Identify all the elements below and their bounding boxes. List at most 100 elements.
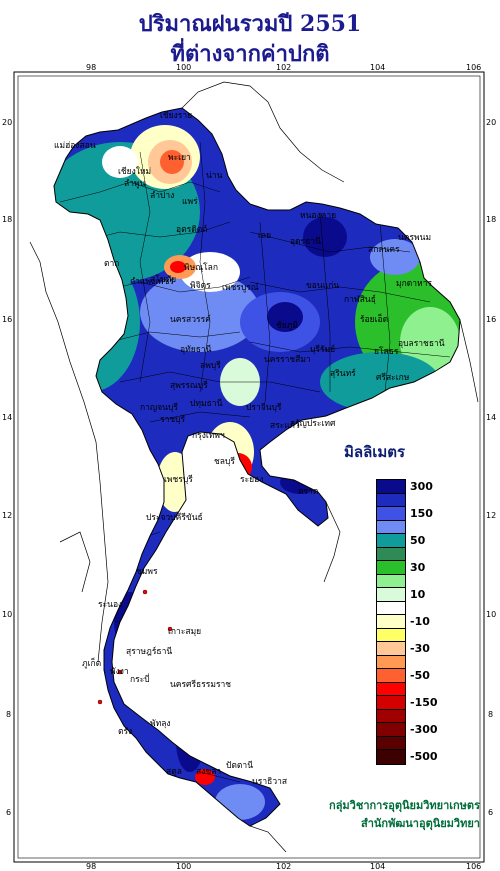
x-tick-label: 100 [176, 862, 191, 871]
place-label: บุรีรัมย์ [310, 344, 335, 355]
place-label: นครสวรรค์ [170, 314, 211, 325]
island-markers [97, 589, 173, 705]
place-label: ปัตตานี [226, 760, 253, 771]
legend-title: มิลลิเมตร [344, 443, 406, 461]
y-tick-label: 16 [486, 315, 496, 324]
province-boundaries [59, 141, 451, 783]
place-label: พิษณุโลก [184, 262, 218, 273]
place-label: ศรีสะเกษ [376, 372, 410, 383]
x-tick-label: 102 [276, 862, 291, 871]
place-label: นครราชสีมา [264, 354, 311, 365]
place-label: ตาก [104, 259, 119, 269]
place-label: อุทัยธานี [180, 344, 212, 355]
place-label: เชียงใหม่ [118, 166, 151, 177]
y-tick-label: 14 [2, 413, 12, 422]
place-label: อุดรธานี [290, 236, 321, 247]
place-label: พังงา [110, 667, 129, 677]
y-tick-label: 12 [2, 511, 12, 520]
y-tick-label: 8 [488, 710, 493, 719]
y-tick-label: 20 [486, 118, 496, 127]
place-label: กระบี่ [130, 673, 150, 685]
place-label: พิจิตร [190, 281, 211, 291]
place-label: ระนอง [98, 600, 122, 610]
place-label: ชุมพร [136, 567, 158, 577]
place-label: เชียงราย [160, 110, 192, 121]
legend-label: 10 [410, 588, 426, 601]
legend-label: 150 [410, 507, 433, 520]
place-label: กำแพงเพชร [130, 277, 174, 287]
legend-label: 50 [410, 534, 426, 547]
x-tick-label: 100 [176, 63, 191, 72]
place-label: เลย [258, 231, 271, 241]
place-label: สุราษฎร์ธานี [126, 646, 172, 657]
y-tick-label: 10 [2, 610, 12, 619]
y-tick-label: 18 [486, 215, 496, 224]
y-tick-label: 12 [486, 511, 496, 520]
y-ticks-left: 20 18 16 14 12 10 8 6 [2, 118, 12, 817]
neighbour-boundaries [29, 81, 479, 853]
place-label: สุรินทร์ [330, 368, 356, 379]
x-ticks-top: 98 100 102 104 106 [86, 63, 481, 72]
place-label: มุกดาหาร [396, 279, 432, 289]
place-label: พัทลุง [150, 719, 171, 729]
y-tick-label: 6 [6, 808, 11, 817]
legend-label: -500 [410, 750, 438, 763]
y-tick-label: 10 [486, 610, 496, 619]
place-label: อุตรดิตถ์ [176, 224, 207, 235]
credit-line1: กลุ่มวิชาการอุตุนิยมวิทยาเกษตร [329, 799, 480, 812]
legend-label: -10 [410, 615, 430, 628]
x-tick-label: 104 [370, 63, 385, 72]
place-label: ราชบุรี [160, 414, 186, 425]
map-inner-frame [17, 75, 481, 859]
x-ticks-bottom: 98 100 102 104 106 [86, 862, 481, 871]
x-tick-label: 98 [86, 63, 96, 72]
y-tick-label: 8 [6, 710, 11, 719]
place-label: นครพนม [398, 233, 431, 243]
y-tick-label: 20 [2, 118, 12, 127]
legend-label: -30 [410, 642, 430, 655]
place-label: ประจวบคีรีขันธ์ [146, 512, 203, 523]
place-label: ชลบุรี [214, 456, 235, 467]
legend-label: -50 [410, 669, 430, 682]
place-label: ร้อยเอ็ด [360, 313, 388, 325]
x-tick-label: 106 [466, 63, 481, 72]
place-label: ขอนแก่น [306, 281, 339, 291]
place-label: น่าน [206, 171, 223, 181]
place-label: แม่ฮ่องสอน [54, 141, 96, 151]
place-label: สระแก้ว [270, 420, 300, 431]
y-tick-label: 16 [2, 315, 12, 324]
place-label: กรุงเทพฯ [192, 431, 225, 441]
place-label: นครศรีธรรมราช [170, 679, 231, 690]
legend-label: 300 [410, 480, 433, 493]
place-label: ลพบุรี [200, 360, 221, 371]
place-label: หนองคาย [300, 211, 336, 221]
place-label: เพชรบุรี [164, 474, 193, 485]
place-label: อรัญประเทศ [290, 419, 336, 429]
legend-label: -300 [410, 723, 438, 736]
place-label: ตรัง [118, 727, 132, 737]
place-label: สุพรรณบุรี [170, 380, 208, 391]
place-label: เกาะสมุย [168, 627, 201, 637]
place-label: แพร่ [182, 197, 198, 207]
place-label: นราธิวาส [252, 777, 288, 787]
place-label: พะเยา [168, 153, 191, 163]
place-label: สกลนคร [368, 245, 400, 255]
place-label: กาฬสินธุ์ [344, 294, 376, 305]
place-label: ลำปาง [150, 191, 174, 201]
place-label: กาญจนบุรี [140, 402, 178, 413]
map-title-line2: ที่ต่างจากค่าปกติ [170, 41, 330, 67]
legend-label: -150 [410, 696, 438, 709]
x-tick-label: 102 [276, 63, 291, 72]
legend-label: 30 [410, 561, 426, 574]
legend-swatch [376, 749, 406, 765]
place-label: ระยอง [240, 475, 263, 485]
place-label: ปราจีนบุรี [246, 402, 282, 413]
place-label: ยโสธร [374, 346, 399, 357]
place-label: สุโขทัย [150, 274, 176, 285]
place-label: ลำพูน [124, 179, 146, 189]
y-tick-label: 14 [486, 413, 496, 422]
place-label: ตราด [298, 487, 318, 497]
place-labels: เชียงราย แม่ฮ่องสอน พะเยา เชียงใหม่ ลำพู… [54, 110, 445, 787]
place-label: สงขลา [196, 767, 221, 777]
place-label: สตูล [166, 767, 182, 777]
